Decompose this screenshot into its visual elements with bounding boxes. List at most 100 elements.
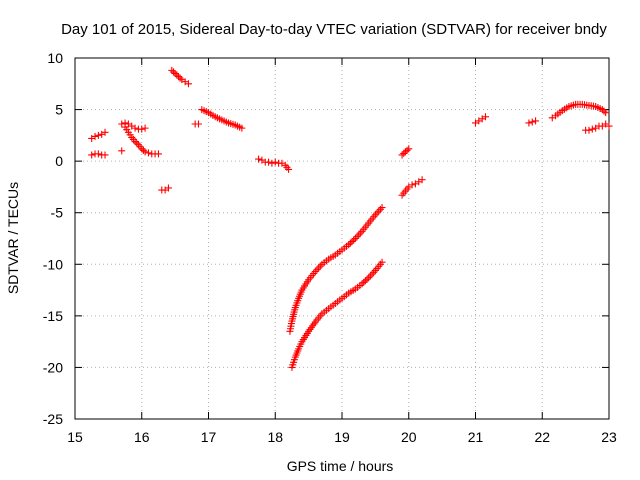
data-point-interp [202, 108, 210, 116]
data-point [605, 122, 613, 130]
data-point [144, 149, 152, 157]
data-point-interp [376, 205, 384, 213]
data-point-interp [290, 356, 298, 364]
tick-layer: 15 16 17 18 19 20 21 22 23 10 5 0 -5 -10 -15 -20 -25 [43, 50, 617, 445]
data-point-interp [294, 297, 302, 305]
data-point-interp [303, 329, 311, 337]
data-point [168, 66, 176, 74]
data-point-interp [400, 149, 408, 157]
data-point [94, 150, 102, 158]
y-tick-label: 0 [55, 153, 63, 169]
data-point-interp [356, 282, 364, 290]
data-point-interp [370, 213, 378, 221]
data-point-interp [209, 111, 217, 119]
data-point-interp [287, 320, 295, 328]
data-point [138, 125, 146, 133]
series-segment-s05 [121, 123, 162, 158]
x-tick-label: 17 [201, 429, 217, 445]
data-point-interp [315, 264, 323, 272]
data-point-interp [363, 275, 371, 283]
data-point [131, 124, 139, 132]
data-point-interp [355, 231, 363, 239]
data-point-interp [176, 74, 184, 82]
x-tick-label: 23 [601, 429, 617, 445]
data-point-interp [376, 260, 384, 268]
y-tick-label: -5 [51, 205, 64, 221]
data-point-interp [366, 272, 374, 280]
data-point [164, 184, 172, 192]
chart-title: Day 101 of 2015, Sidereal Day-to-day VTE… [61, 21, 607, 38]
data-point [154, 150, 162, 158]
data-point-interp [329, 252, 337, 260]
data-point-interp [348, 238, 356, 246]
series-segment-s14 [398, 176, 426, 199]
data-point [118, 120, 126, 128]
data-point [365, 274, 373, 282]
series-segment-s04 [118, 119, 149, 133]
y-tick-label: 10 [47, 50, 63, 66]
data-point-interp [303, 278, 311, 286]
x-tick-label: 15 [67, 429, 83, 445]
data-point-interp [336, 296, 344, 304]
data-point-interp [322, 306, 330, 314]
data-point-interp [310, 270, 318, 278]
series-segment-s18 [582, 120, 613, 134]
data-point-interp [291, 306, 299, 314]
data-point-interp [346, 239, 354, 247]
data-point-interp [360, 278, 368, 286]
y-tick-label: -15 [43, 308, 63, 324]
data-point-interp [222, 118, 230, 126]
data-point-interp [363, 221, 371, 229]
series-segment-s07 [168, 66, 192, 88]
data-point [141, 148, 149, 156]
data-point-interp [342, 242, 350, 250]
data-point [255, 155, 263, 163]
data-point-interp [583, 101, 591, 109]
data-point-interp [342, 291, 350, 299]
data-point-interp [129, 135, 137, 143]
data-point-interp [310, 320, 318, 328]
grid-layer [75, 58, 609, 419]
y-tick-label: -20 [43, 359, 63, 375]
data-point [401, 148, 409, 156]
data-point [528, 118, 536, 126]
data-point-interp [353, 233, 361, 241]
series-segment-s03 [118, 147, 126, 155]
data-point [101, 128, 109, 136]
data-point-interp [123, 126, 131, 134]
series-segment-s08 [191, 120, 202, 128]
data-point [118, 147, 126, 155]
data-point-interp [126, 131, 134, 139]
data-point [268, 159, 276, 167]
data-point [378, 204, 386, 212]
data-point [351, 235, 359, 242]
data-point [398, 151, 406, 159]
data-point [585, 126, 593, 134]
series-segment-s02 [88, 150, 109, 159]
data-point-interp [350, 236, 358, 244]
y-tick-label: -25 [43, 411, 63, 427]
data-point-interp [297, 288, 305, 296]
data-point [184, 80, 192, 88]
y-tick-label: 5 [55, 102, 63, 118]
data-point-interp [316, 312, 324, 320]
data-point-interp [294, 347, 302, 355]
data-point-interp [229, 120, 237, 128]
series-segment-s01 [88, 128, 109, 142]
data-point-interp [556, 108, 564, 116]
series-segment-s16 [525, 117, 540, 127]
x-tick-label: 16 [134, 429, 150, 445]
data-point-interp [283, 163, 291, 171]
data-point [408, 181, 416, 189]
data-point-interp [329, 301, 337, 309]
data-point-interp [400, 189, 408, 197]
data-point [482, 113, 490, 121]
data-point-interp [596, 105, 604, 113]
x-axis-label: GPS time / hours [287, 458, 394, 474]
data-point [532, 117, 540, 125]
data-point-interp [316, 262, 324, 270]
data-point-interp [322, 257, 330, 265]
data-point-interp [370, 268, 378, 276]
data-point-interp [173, 71, 181, 79]
